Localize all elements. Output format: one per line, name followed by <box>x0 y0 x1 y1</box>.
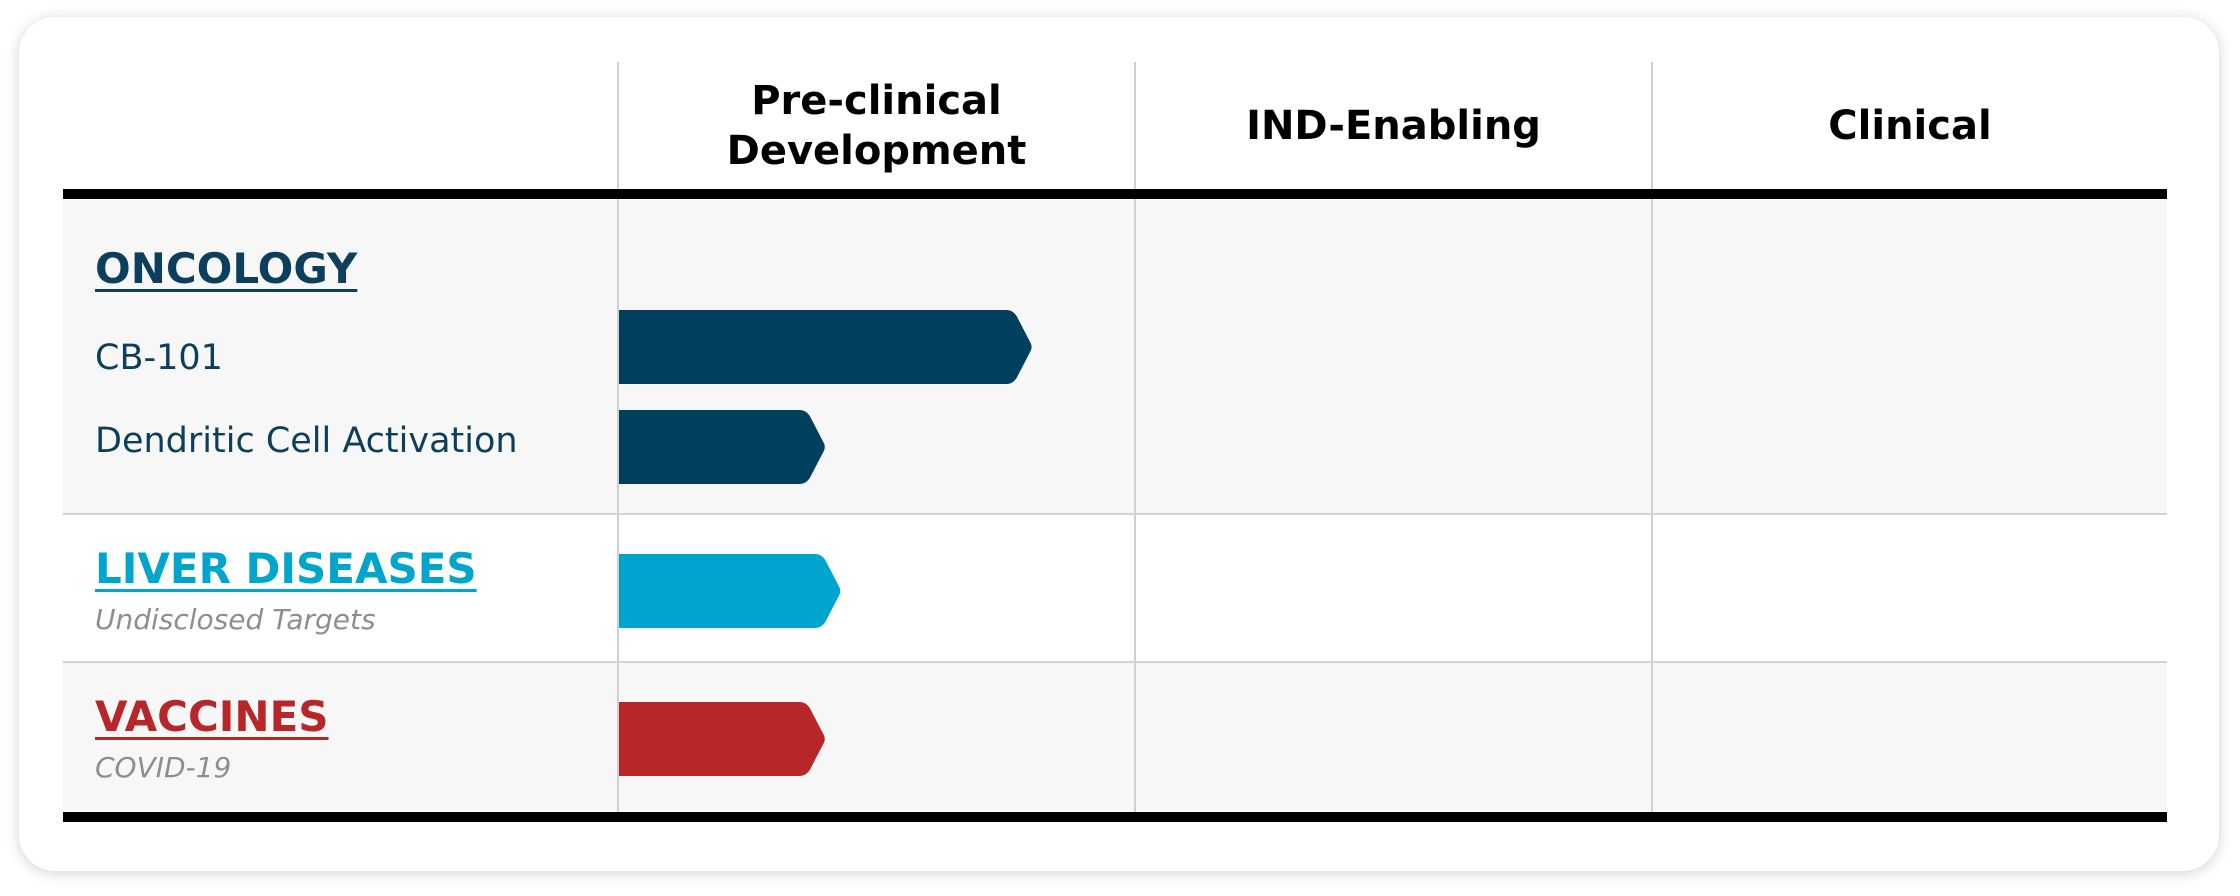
stage-header-line: Pre-clinical <box>751 78 1002 124</box>
stage-header-preclinical: Pre-clinical Development <box>619 62 1134 190</box>
stage-header-ind-enabling: IND-Enabling <box>1136 62 1651 190</box>
stage-header-line: IND-Enabling <box>1246 103 1541 149</box>
liver-row-band <box>63 514 2167 662</box>
category-vaccines: VACCINES <box>95 692 329 741</box>
oncology-row-band <box>63 200 2167 514</box>
bar-covid-19 <box>619 702 825 776</box>
header-rule <box>63 189 2167 199</box>
bar-undisclosed-targets <box>619 554 841 628</box>
stage-header-line: Development <box>726 128 1027 174</box>
column-divider-2 <box>1134 62 1136 814</box>
row-divider-2 <box>63 661 2167 663</box>
program-label-cb-101: CB-101 <box>95 338 223 378</box>
vaccines-row-band <box>63 662 2167 810</box>
category-oncology: ONCOLOGY <box>95 244 358 293</box>
program-label-dendritic-cell-activation: Dendritic Cell Activation <box>95 421 518 461</box>
stage-header-line: Clinical <box>1828 103 1992 149</box>
row-divider-1 <box>63 513 2167 515</box>
footer-rule <box>63 812 2167 822</box>
liver-subtitle: Undisclosed Targets <box>95 603 376 636</box>
category-liver-diseases: LIVER DISEASES <box>95 544 477 593</box>
bar-dendritic-cell-activation <box>619 410 825 484</box>
column-divider-3 <box>1651 62 1653 814</box>
stage-header-clinical: Clinical <box>1653 62 2167 190</box>
column-divider-1 <box>617 62 619 814</box>
bar-cb-101 <box>619 310 1032 384</box>
vaccines-subtitle: COVID-19 <box>95 751 232 784</box>
